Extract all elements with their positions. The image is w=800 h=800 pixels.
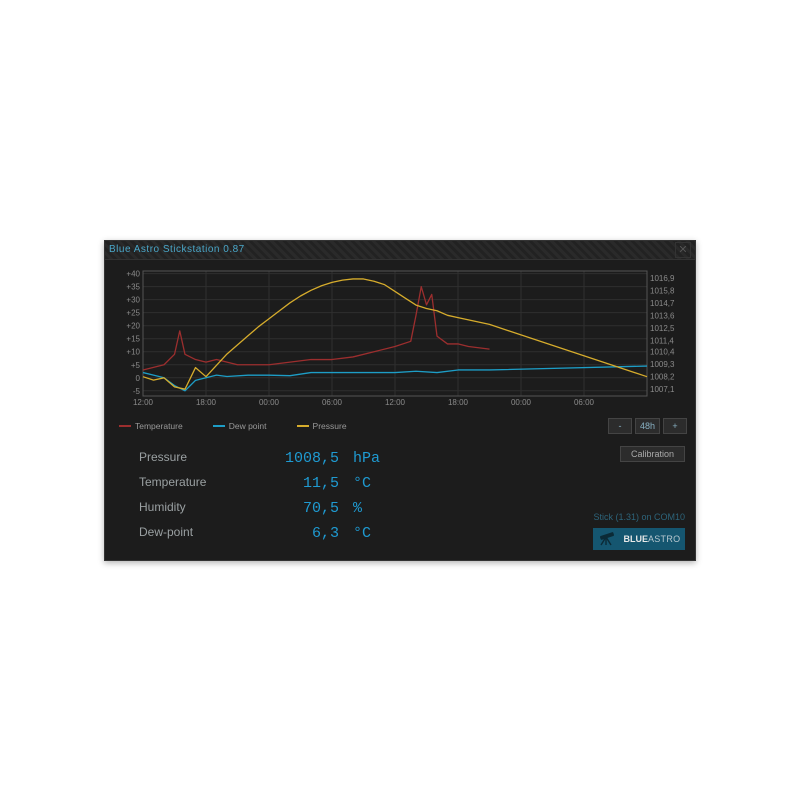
svg-text:06:00: 06:00 <box>322 398 343 407</box>
reading-unit: % <box>353 500 362 517</box>
svg-text:00:00: 00:00 <box>511 398 532 407</box>
svg-text:+10: +10 <box>126 347 140 356</box>
line-chart: 12:00 18:00 00:00 06:00 12:00 18:00 00:00 06:00… <box>113 266 687 416</box>
zoom-out-button[interactable]: - <box>608 418 632 434</box>
brand-logo[interactable]: BLUE ASTRO <box>593 528 685 550</box>
svg-text:1007,1: 1007,1 <box>650 385 675 394</box>
reading-unit: °C <box>353 525 371 542</box>
svg-text:18:00: 18:00 <box>448 398 469 407</box>
svg-text:1012,5: 1012,5 <box>650 323 675 332</box>
svg-text:1013,6: 1013,6 <box>650 311 675 320</box>
svg-text:+25: +25 <box>126 308 140 317</box>
close-icon[interactable]: ✕ <box>675 242 691 258</box>
logo-text-1: BLUE <box>623 534 648 544</box>
svg-text:1014,7: 1014,7 <box>650 298 675 307</box>
svg-text:00:00: 00:00 <box>259 398 280 407</box>
legend-label: Dew point <box>229 421 267 431</box>
legend-label: Pressure <box>313 421 347 431</box>
svg-text:0: 0 <box>136 373 141 382</box>
svg-text:18:00: 18:00 <box>196 398 217 407</box>
svg-text:-5: -5 <box>133 386 141 395</box>
titlebar[interactable]: Blue Astro Stickstation 0.87 ✕ <box>105 241 695 260</box>
legend-row: Temperature Dew point Pressure - 48h + <box>119 418 687 434</box>
calibration-button[interactable]: Calibration <box>620 446 685 462</box>
reading-unit: hPa <box>353 450 380 467</box>
svg-text:06:00: 06:00 <box>574 398 595 407</box>
reading-label: Pressure <box>139 450 259 467</box>
svg-text:+40: +40 <box>126 269 140 278</box>
legend-item: Pressure <box>297 421 347 431</box>
chart-panel: 12:00 18:00 00:00 06:00 12:00 18:00 00:00 06:00… <box>113 266 687 416</box>
reading-label: Temperature <box>139 475 259 492</box>
svg-text:1010,4: 1010,4 <box>650 347 675 356</box>
reading-value: 6,3 <box>259 525 339 542</box>
window-title: Blue Astro Stickstation 0.87 <box>109 244 675 255</box>
zoom-controls: - 48h + <box>608 418 687 434</box>
svg-text:+35: +35 <box>126 282 140 291</box>
svg-text:+5: +5 <box>131 360 141 369</box>
svg-text:12:00: 12:00 <box>385 398 406 407</box>
legend-swatch <box>297 425 309 427</box>
reading-row: Temperature11,5 °C <box>139 475 565 492</box>
telescope-icon <box>597 531 619 547</box>
reading-value: 1008,5 <box>259 450 339 467</box>
svg-text:12:00: 12:00 <box>133 398 154 407</box>
reading-row: Pressure1008,5 hPa <box>139 450 565 467</box>
reading-row: Humidity70,5% <box>139 500 565 517</box>
svg-text:1011,4: 1011,4 <box>650 336 674 345</box>
legend-label: Temperature <box>135 421 183 431</box>
svg-text:+20: +20 <box>126 321 140 330</box>
svg-text:+15: +15 <box>126 334 140 343</box>
legend-swatch <box>119 425 131 427</box>
reading-unit: °C <box>353 475 371 492</box>
reading-value: 11,5 <box>259 475 339 492</box>
app-window: Blue Astro Stickstation 0.87 ✕ 12:00 18:0… <box>104 240 696 561</box>
reading-label: Dew-point <box>139 525 259 542</box>
reading-row: Dew-point6,3 °C <box>139 525 565 542</box>
zoom-range-button[interactable]: 48h <box>635 418 660 434</box>
svg-text:1008,2: 1008,2 <box>650 372 675 381</box>
legend-swatch <box>213 425 225 427</box>
logo-text-2: ASTRO <box>648 534 681 544</box>
svg-text:1009,3: 1009,3 <box>650 360 675 369</box>
device-status: Stick (1.31) on COM10 <box>593 512 685 522</box>
zoom-in-button[interactable]: + <box>663 418 687 434</box>
legend-item: Temperature <box>119 421 183 431</box>
reading-label: Humidity <box>139 500 259 517</box>
readings-block: Pressure1008,5 hPa Temperature11,5 °C Humidi… <box>139 442 565 550</box>
svg-text:1015,8: 1015,8 <box>650 286 675 295</box>
reading-value: 70,5 <box>259 500 339 517</box>
legend-item: Dew point <box>213 421 267 431</box>
svg-text:1016,9: 1016,9 <box>650 273 675 282</box>
svg-text:+30: +30 <box>126 295 140 304</box>
